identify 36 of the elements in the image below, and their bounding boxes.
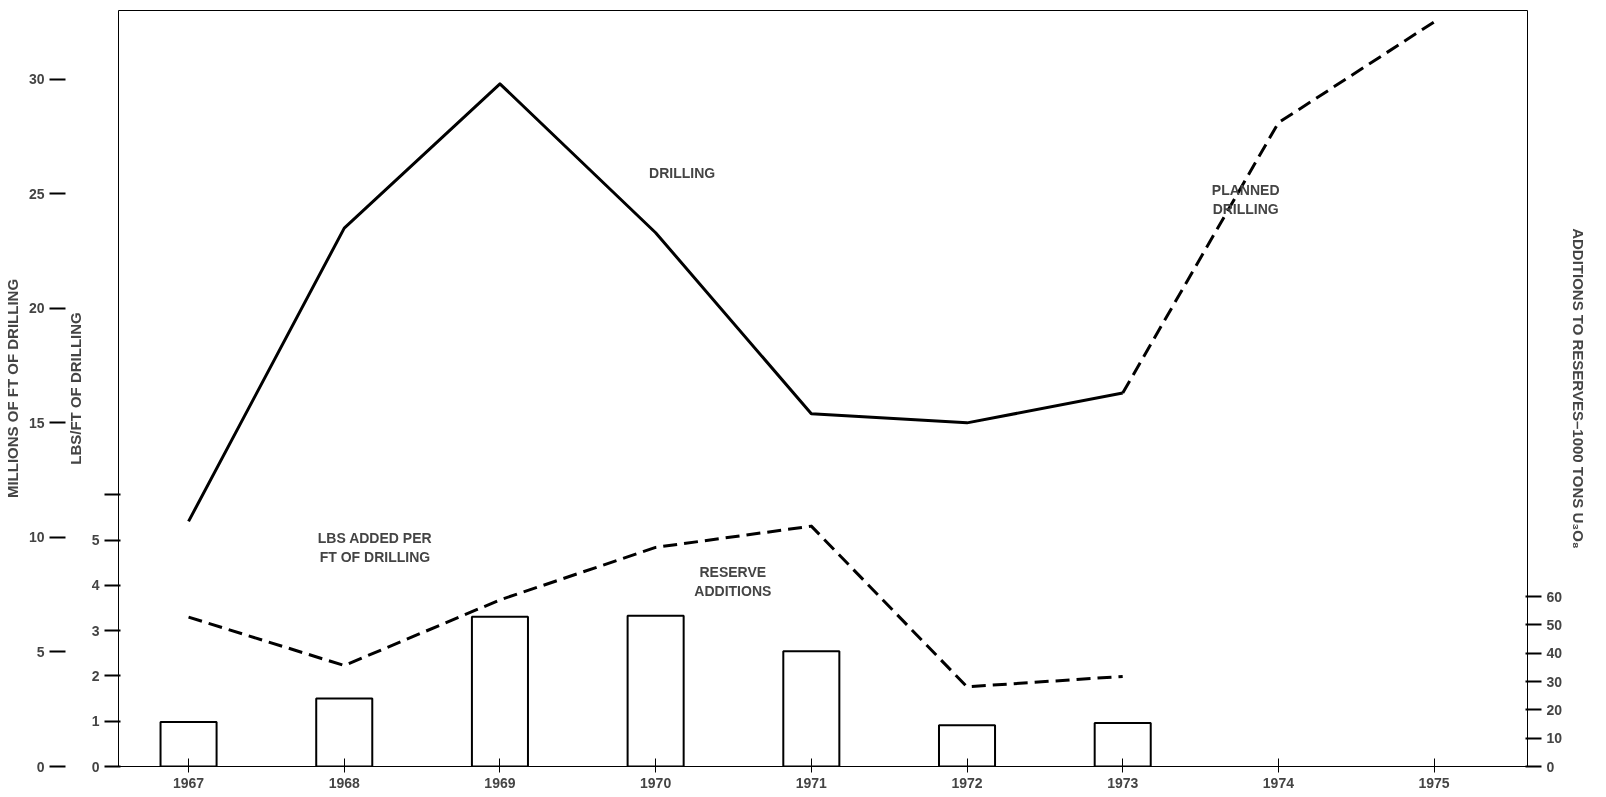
x-tick-label: 1968 <box>328 774 361 791</box>
y-tick-label: 25 <box>28 185 45 202</box>
x-tick-label: 1974 <box>1262 774 1295 791</box>
annotation: LBS ADDED PER FT OF DRILLING <box>317 529 432 565</box>
y3-tick-label: 20 <box>1546 701 1563 718</box>
y-tick-label: 30 <box>28 71 45 88</box>
y-tick-label: 0 <box>36 758 45 775</box>
y3-tick-label: 10 <box>1546 730 1563 747</box>
y3-tick-label: 60 <box>1546 588 1563 605</box>
annotation: DRILLING <box>649 165 716 182</box>
y2-tick-label: 3 <box>91 622 100 639</box>
y-tick-label: 5 <box>36 643 45 660</box>
y2-tick-label: 2 <box>91 667 100 684</box>
y2-tick-label: 1 <box>91 713 100 730</box>
x-tick-label: 1973 <box>1107 774 1139 791</box>
x-tick-label: 1970 <box>640 774 672 791</box>
annotation: RESERVE ADDITIONS <box>694 563 772 599</box>
y-axis-title: MILLIONS OF FT OF DRILLING <box>3 278 21 499</box>
y-tick-label: 10 <box>28 529 45 546</box>
x-tick-label: 1971 <box>795 774 828 791</box>
y2-tick-label: 4 <box>91 577 100 594</box>
y3-tick-label: 0 <box>1546 758 1555 775</box>
x-tick-label: 1967 <box>172 774 205 791</box>
y-tick-label: 15 <box>28 414 45 431</box>
x-tick-label: 1972 <box>951 774 983 791</box>
x-tick-label: 1975 <box>1418 774 1450 791</box>
annotation: PLANNED DRILLING <box>1211 181 1280 218</box>
x-tick-label: 1969 <box>484 774 516 791</box>
y-tick-label: 20 <box>28 300 45 317</box>
y2-tick-label: 0 <box>91 758 100 775</box>
y3-tick-label: 30 <box>1546 673 1563 690</box>
y3-tick-label: 40 <box>1546 645 1563 662</box>
y2-tick-label: 5 <box>91 532 100 549</box>
y3-tick-label: 50 <box>1546 616 1563 633</box>
y3-axis-title: ADDITIONS TO RESERVES–1000 TONS U₃O₈ <box>1570 228 1588 549</box>
y2-axis-title: LBS/FT OF DRILLING <box>66 312 84 465</box>
